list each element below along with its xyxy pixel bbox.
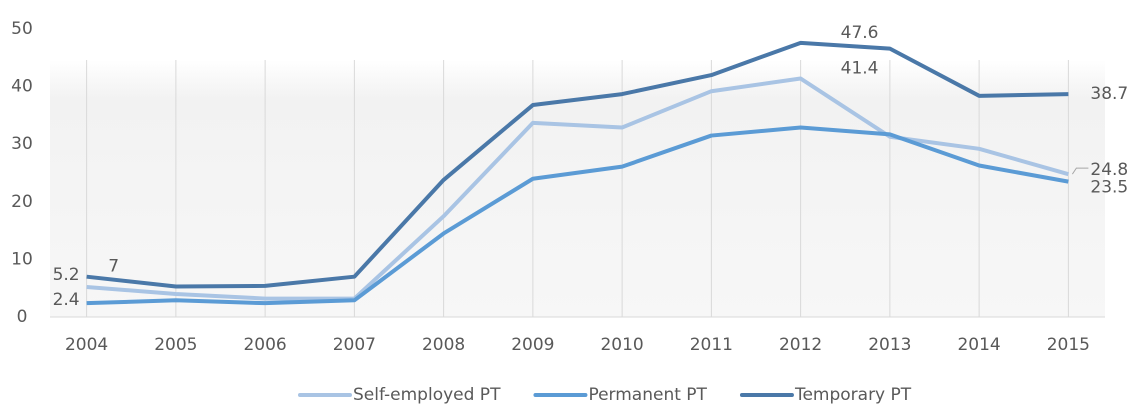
x-tick-label: 2004 bbox=[65, 335, 108, 355]
data-label: 38.7 bbox=[1090, 84, 1128, 104]
plot-background bbox=[50, 60, 1105, 317]
x-tick-label: 2015 bbox=[1047, 335, 1090, 355]
x-tick-label: 2009 bbox=[511, 335, 554, 355]
data-label: 5.2 bbox=[53, 265, 80, 285]
x-tick-label: 2008 bbox=[422, 335, 465, 355]
x-tick-label: 2005 bbox=[154, 335, 197, 355]
x-tick-label: 2006 bbox=[243, 335, 286, 355]
x-tick-label: 2012 bbox=[779, 335, 822, 355]
data-label: 2.4 bbox=[53, 290, 80, 310]
series-line bbox=[86, 40, 1069, 289]
data-label: 23.5 bbox=[1090, 178, 1128, 198]
x-tick-label: 2013 bbox=[868, 335, 911, 355]
label-leader bbox=[1071, 167, 1089, 175]
data-label: 47.6 bbox=[841, 23, 879, 43]
data-label: 7 bbox=[108, 257, 119, 277]
y-tick-label: 10 bbox=[11, 249, 33, 269]
x-tick-label: 2014 bbox=[957, 335, 1000, 355]
x-tick-label: 2011 bbox=[690, 335, 733, 355]
y-tick-label: 30 bbox=[11, 134, 33, 154]
x-tick-label: 2007 bbox=[333, 335, 376, 355]
data-label: 41.4 bbox=[841, 59, 879, 79]
y-tick-label: 0 bbox=[17, 307, 28, 327]
series-line bbox=[86, 125, 1069, 306]
y-tick-label: 20 bbox=[11, 192, 33, 212]
y-tick-label: 50 bbox=[11, 19, 33, 39]
legend-label: Self-employed PT bbox=[353, 385, 501, 405]
data-label: 24.8 bbox=[1090, 160, 1128, 180]
y-tick-label: 40 bbox=[11, 77, 33, 97]
legend-label: Permanent PT bbox=[588, 385, 707, 405]
legend-label: Temporary PT bbox=[794, 385, 912, 405]
x-tick-label: 2010 bbox=[600, 335, 643, 355]
